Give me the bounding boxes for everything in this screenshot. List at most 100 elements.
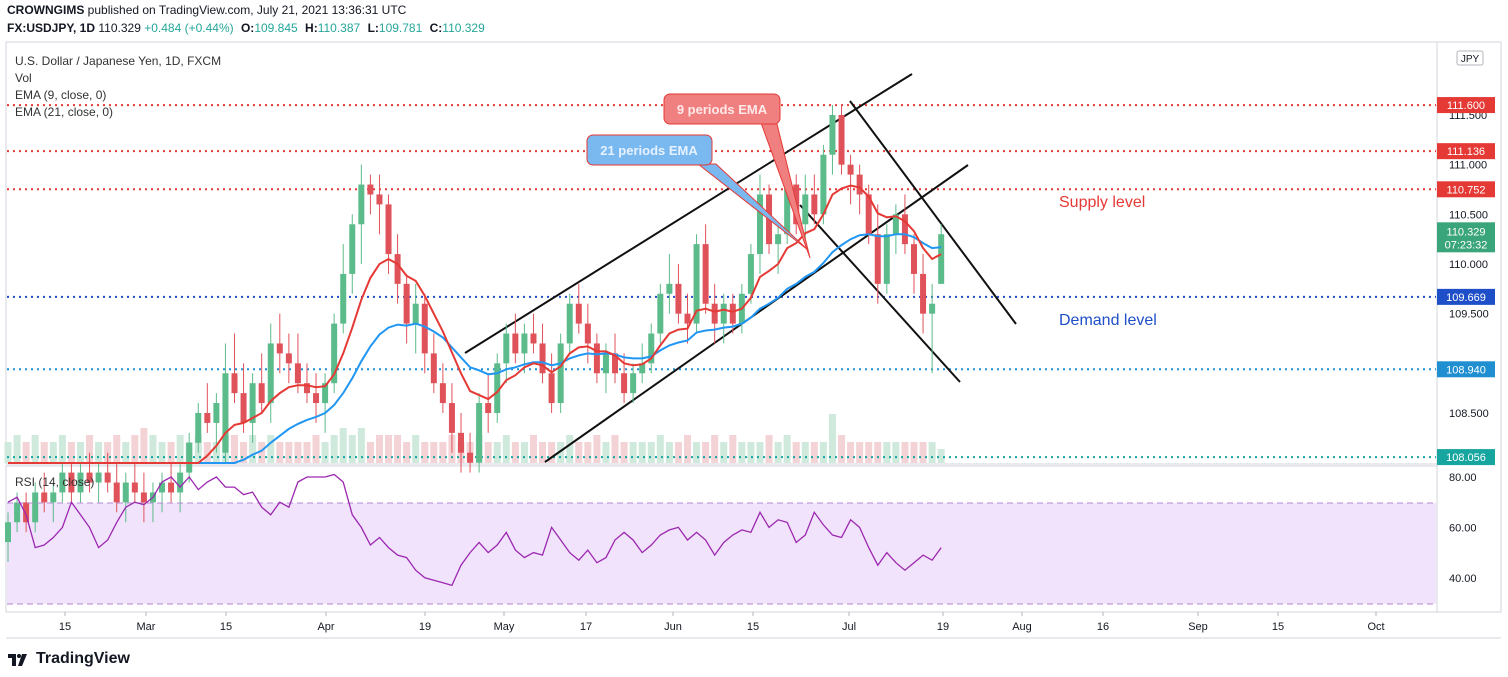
volume-bar bbox=[167, 442, 175, 463]
candle-body bbox=[294, 363, 301, 384]
candle-body bbox=[32, 492, 39, 523]
price-axis[interactable]: 111.500111.000110.500110.000109.500108.5… bbox=[1437, 97, 1495, 585]
level-price-tag bbox=[1437, 181, 1495, 198]
last-price-tag bbox=[1437, 222, 1495, 253]
level-price-label: 111.600 bbox=[1447, 100, 1485, 112]
candle-body bbox=[720, 303, 727, 324]
descending-lower-line[interactable] bbox=[799, 204, 961, 383]
time-tick-label: 17 bbox=[580, 621, 592, 633]
candle-body bbox=[512, 333, 519, 354]
volume-bar bbox=[874, 442, 882, 463]
candle-body bbox=[503, 333, 510, 364]
publish-info: CROWNGIMS published on TradingView.com, … bbox=[7, 3, 406, 17]
price-change: +0.484 (+0.44%) bbox=[144, 21, 234, 35]
ema9-callout-text: 9 periods EMA bbox=[677, 102, 768, 117]
candle-body bbox=[303, 383, 310, 394]
volume-bar bbox=[774, 442, 782, 463]
candle-body bbox=[548, 373, 555, 404]
currency-badge: JPY bbox=[1456, 50, 1484, 66]
candle-body bbox=[657, 293, 664, 334]
candle-body bbox=[584, 323, 591, 344]
volume-bar bbox=[86, 435, 94, 463]
candle-body bbox=[666, 283, 673, 294]
time-tick-label: 15 bbox=[220, 621, 232, 633]
candle-body bbox=[222, 373, 229, 453]
volume-bar bbox=[339, 428, 347, 463]
volume-bar bbox=[548, 442, 556, 463]
time-axis[interactable]: 15 Mar 15 Apr 19 May 17 Jun 15 Jul 19 Aug 16 Sep 15 Oct bbox=[59, 612, 1385, 633]
time-tick-label: May bbox=[494, 621, 515, 633]
volume-bar bbox=[502, 435, 510, 463]
price-tick-label: 110.000 bbox=[1449, 259, 1488, 271]
trend-channels bbox=[464, 73, 1017, 463]
candle-body bbox=[693, 244, 700, 324]
candle-body bbox=[494, 363, 501, 413]
candle-body bbox=[675, 283, 682, 314]
candle-body bbox=[249, 383, 256, 423]
candle-body bbox=[566, 303, 573, 344]
volume-bar bbox=[847, 442, 855, 463]
candle-body bbox=[711, 303, 718, 324]
candle-body bbox=[313, 393, 320, 404]
open-value: 109.845 bbox=[254, 21, 298, 35]
candle-body bbox=[331, 323, 338, 384]
candle-body bbox=[702, 244, 709, 304]
volume-bar bbox=[267, 435, 275, 463]
volume-bar bbox=[638, 442, 646, 463]
candle-body bbox=[439, 383, 446, 404]
demand-level-label: Demand level bbox=[1059, 312, 1157, 329]
volume-bar bbox=[529, 435, 537, 463]
candle-body bbox=[593, 343, 600, 374]
candle-body bbox=[159, 482, 166, 493]
high-label: H: bbox=[305, 21, 318, 35]
time-tick-label: 15 bbox=[1272, 621, 1284, 633]
candle-body bbox=[648, 333, 655, 364]
candle-body bbox=[231, 373, 238, 394]
volume-bar bbox=[593, 435, 601, 463]
volume-bar bbox=[765, 435, 773, 463]
volume-bar bbox=[693, 442, 701, 463]
candle-body bbox=[820, 154, 827, 215]
level-price-label: 110.752 bbox=[1447, 184, 1486, 196]
ema21-callout[interactable]: 21 periods EMA bbox=[586, 134, 809, 251]
volume-bar bbox=[720, 442, 728, 463]
level-price-tag bbox=[1437, 361, 1495, 378]
candle-body bbox=[50, 492, 57, 503]
volume-bar bbox=[484, 442, 492, 463]
ema9-callout[interactable]: 9 periods EMA bbox=[663, 93, 811, 259]
time-tick-label: 15 bbox=[747, 621, 759, 633]
tradingview-footer[interactable]: TradingView bbox=[8, 650, 130, 668]
candle-body bbox=[892, 214, 899, 235]
volume-bar bbox=[131, 435, 139, 463]
candle-body bbox=[684, 313, 691, 324]
supply-level-label: Supply level bbox=[1059, 194, 1145, 211]
price-tick-label: 108.500 bbox=[1449, 408, 1489, 420]
price-axis-frame bbox=[1436, 41, 1502, 613]
volume-bar bbox=[249, 435, 257, 463]
candle-body bbox=[240, 393, 247, 423]
volume-bar bbox=[901, 442, 909, 463]
price-tick-label: 109.500 bbox=[1449, 309, 1489, 321]
candle-body bbox=[430, 353, 437, 384]
time-tick-label: Apr bbox=[317, 621, 334, 633]
legend-ema9: EMA (9, close, 0) bbox=[15, 88, 107, 102]
price-tick-label: 110.500 bbox=[1449, 209, 1488, 221]
candle-body bbox=[412, 303, 419, 324]
volume-bar bbox=[421, 442, 429, 463]
candle-body bbox=[847, 164, 854, 175]
candle-body bbox=[784, 184, 791, 235]
level-price-label: 108.056 bbox=[1446, 452, 1486, 464]
candle-body bbox=[385, 204, 392, 255]
volume-bar bbox=[348, 435, 356, 463]
legend-ema21: EMA (21, close, 0) bbox=[15, 105, 114, 119]
descending-upper-line[interactable] bbox=[849, 100, 1017, 325]
candle-body bbox=[113, 482, 120, 503]
volume-bar bbox=[865, 442, 873, 463]
candle-body bbox=[267, 343, 274, 404]
candle-body bbox=[874, 234, 881, 284]
rsi-band bbox=[7, 503, 1436, 604]
channel-upper-line[interactable] bbox=[464, 73, 913, 354]
volume-bar bbox=[575, 442, 583, 463]
volume-bar bbox=[430, 442, 438, 463]
